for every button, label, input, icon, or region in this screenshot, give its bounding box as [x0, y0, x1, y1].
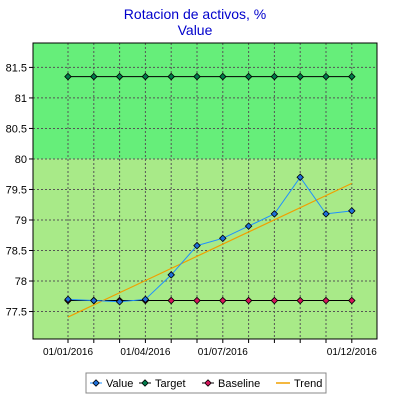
legend: Value Target Baseline Trend: [86, 373, 326, 393]
x-tick-label: 01/12/2016: [327, 347, 377, 358]
x-axis-ticks: 01/01/2016 01/04/2016 01/07/2016 01/12/2016: [43, 339, 377, 358]
y-tick-label: 80: [15, 154, 27, 166]
legend-label: Baseline: [218, 378, 260, 390]
y-tick-label: 79.5: [6, 184, 27, 196]
y-axis-ticks: 77.5 78 78.5 79 79.5 80 80.5 81 81.5: [6, 62, 33, 318]
y-tick-label: 78: [15, 276, 27, 288]
chart-subtitle: Value: [178, 22, 213, 38]
y-tick-label: 81.5: [6, 62, 27, 74]
y-tick-label: 79: [15, 215, 27, 227]
x-tick-label: 01/01/2016: [43, 347, 93, 358]
y-tick-label: 81: [15, 93, 27, 105]
legend-label: Trend: [294, 378, 322, 390]
target-zone: [33, 43, 377, 159]
plot-background: [33, 43, 377, 339]
x-tick-label: 01/07/2016: [198, 347, 248, 358]
chart-title: Rotacion de activos, %: [124, 6, 266, 22]
legend-label: Target: [155, 378, 186, 390]
legend-label: Value: [106, 378, 133, 390]
y-tick-label: 78.5: [6, 246, 27, 258]
y-tick-label: 77.5: [6, 307, 27, 319]
x-tick-label: 01/04/2016: [120, 347, 170, 358]
y-tick-label: 80.5: [6, 123, 27, 135]
